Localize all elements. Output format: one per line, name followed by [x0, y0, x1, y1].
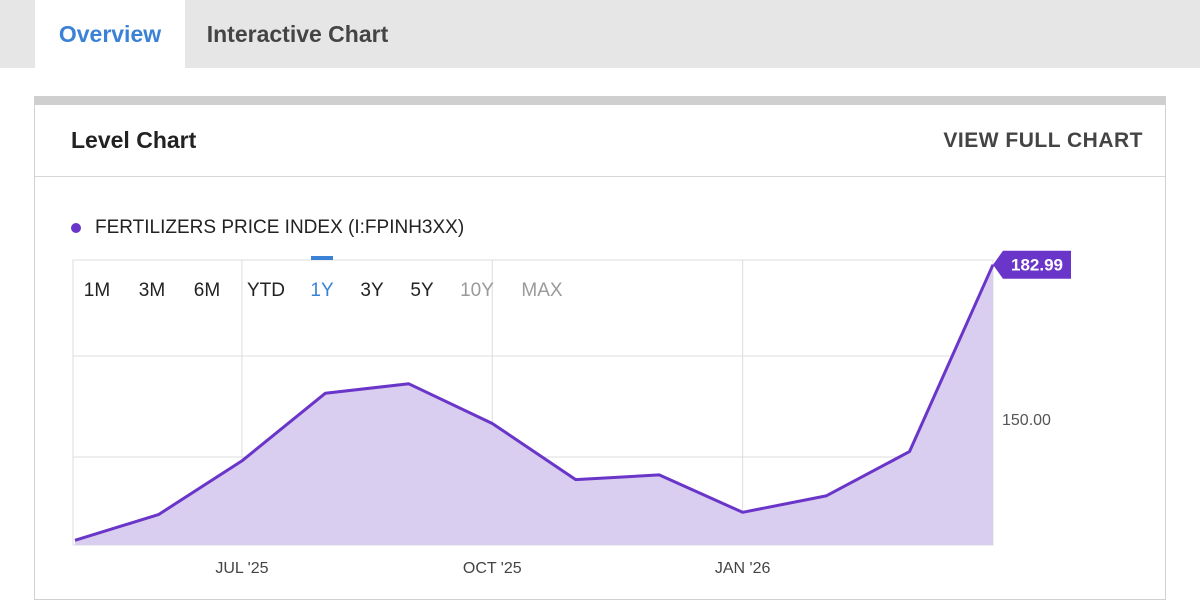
range-button-6m[interactable]: 6M	[194, 280, 220, 301]
last-value-badge: 182.99	[993, 250, 1071, 279]
range-button-3y[interactable]: 3Y	[360, 280, 384, 301]
card-title: Level Chart	[71, 127, 197, 153]
last-value-badge-shape	[993, 250, 1071, 279]
range-button-ytd[interactable]: YTD	[247, 280, 285, 301]
chart-legend: FERTILIZERS PRICE INDEX (I:FPINH3XX)	[71, 217, 464, 239]
range-button-1y[interactable]: 1Y	[310, 280, 334, 301]
x-tick-label: OCT '25	[463, 560, 522, 577]
legend-dot-icon	[71, 223, 81, 233]
active-range-indicator	[311, 256, 333, 260]
range-button-max[interactable]: MAX	[521, 280, 563, 301]
x-tick-label: JUL '25	[215, 560, 268, 577]
last-value-label: 182.99	[1011, 256, 1063, 275]
series-area	[75, 264, 993, 545]
view-full-chart-link[interactable]: VIEW FULL CHART	[943, 129, 1143, 152]
x-axis-labels: JUL '25 OCT '25 JAN '26	[215, 560, 770, 577]
legend-label: FERTILIZERS PRICE INDEX (I:FPINH3XX)	[95, 217, 465, 238]
card-header: Level Chart VIEW FULL CHART	[35, 105, 1165, 177]
range-selector: 1M 3M 6M YTD 1Y 3Y 5Y 10Y MAX	[84, 256, 563, 301]
range-button-5y[interactable]: 5Y	[410, 280, 434, 301]
y-tick-label: 150.00	[1002, 412, 1051, 429]
range-button-1m[interactable]: 1M	[84, 280, 110, 301]
y-axis-labels: 150.00	[1002, 412, 1051, 429]
range-button-3m[interactable]: 3M	[139, 280, 165, 301]
tab-interactive-chart[interactable]: Interactive Chart	[206, 20, 389, 47]
series-line	[74, 264, 995, 542]
range-button-10y[interactable]: 10Y	[460, 280, 494, 301]
x-tick-label: JAN '26	[715, 560, 771, 577]
tab-bar: Overview Interactive Chart	[0, 0, 1200, 68]
tab-overview[interactable]: Overview	[35, 0, 185, 68]
